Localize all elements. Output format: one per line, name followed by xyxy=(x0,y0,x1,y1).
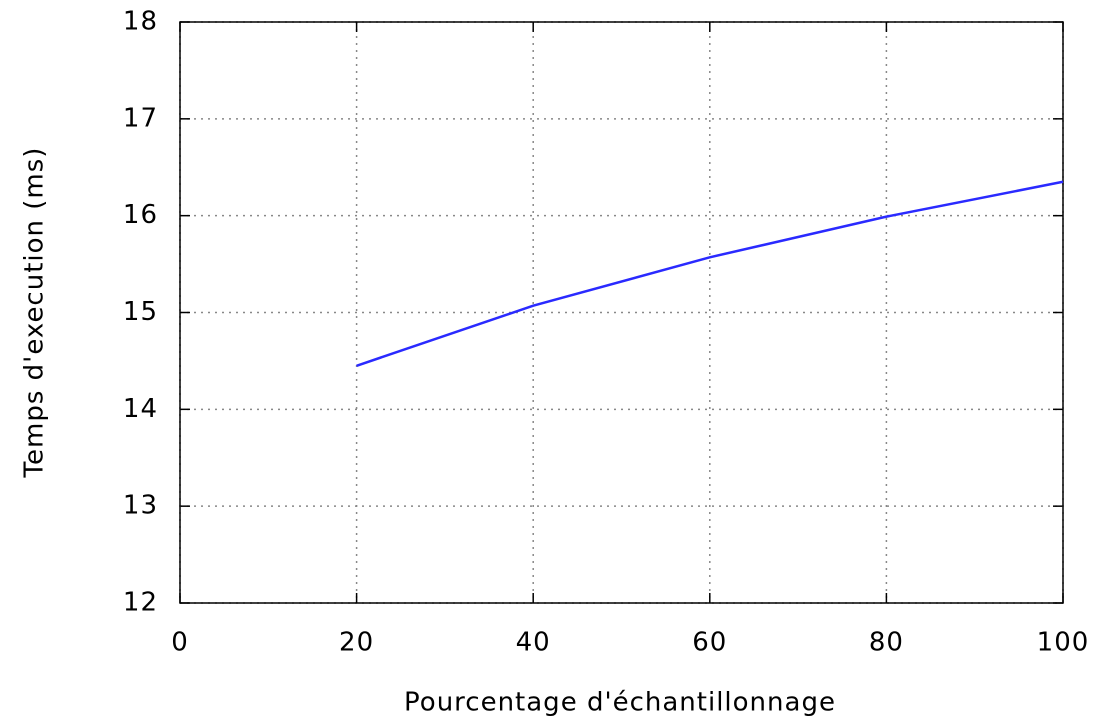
y-tick-label: 12 xyxy=(123,588,158,618)
x-tick-label: 100 xyxy=(1037,628,1090,658)
y-tick-label: 13 xyxy=(123,491,158,521)
y-tick-label: 18 xyxy=(123,7,158,37)
y-tick-label: 17 xyxy=(123,103,158,133)
x-tick-label: 40 xyxy=(516,628,551,658)
y-tick-label: 16 xyxy=(123,200,158,230)
y-axis-label: Temps d'execution (ms) xyxy=(20,147,50,479)
x-axis-label: Pourcentage d'échantillonnage xyxy=(404,688,836,718)
y-tick-label: 14 xyxy=(123,394,158,424)
x-tick-label: 80 xyxy=(869,628,904,658)
y-tick-label: 15 xyxy=(123,297,158,327)
plot-border xyxy=(179,21,1064,604)
x-tick-label: 20 xyxy=(339,628,374,658)
data-line xyxy=(356,180,1064,367)
x-tick-label: 0 xyxy=(171,628,189,658)
x-tick-label: 60 xyxy=(692,628,727,658)
